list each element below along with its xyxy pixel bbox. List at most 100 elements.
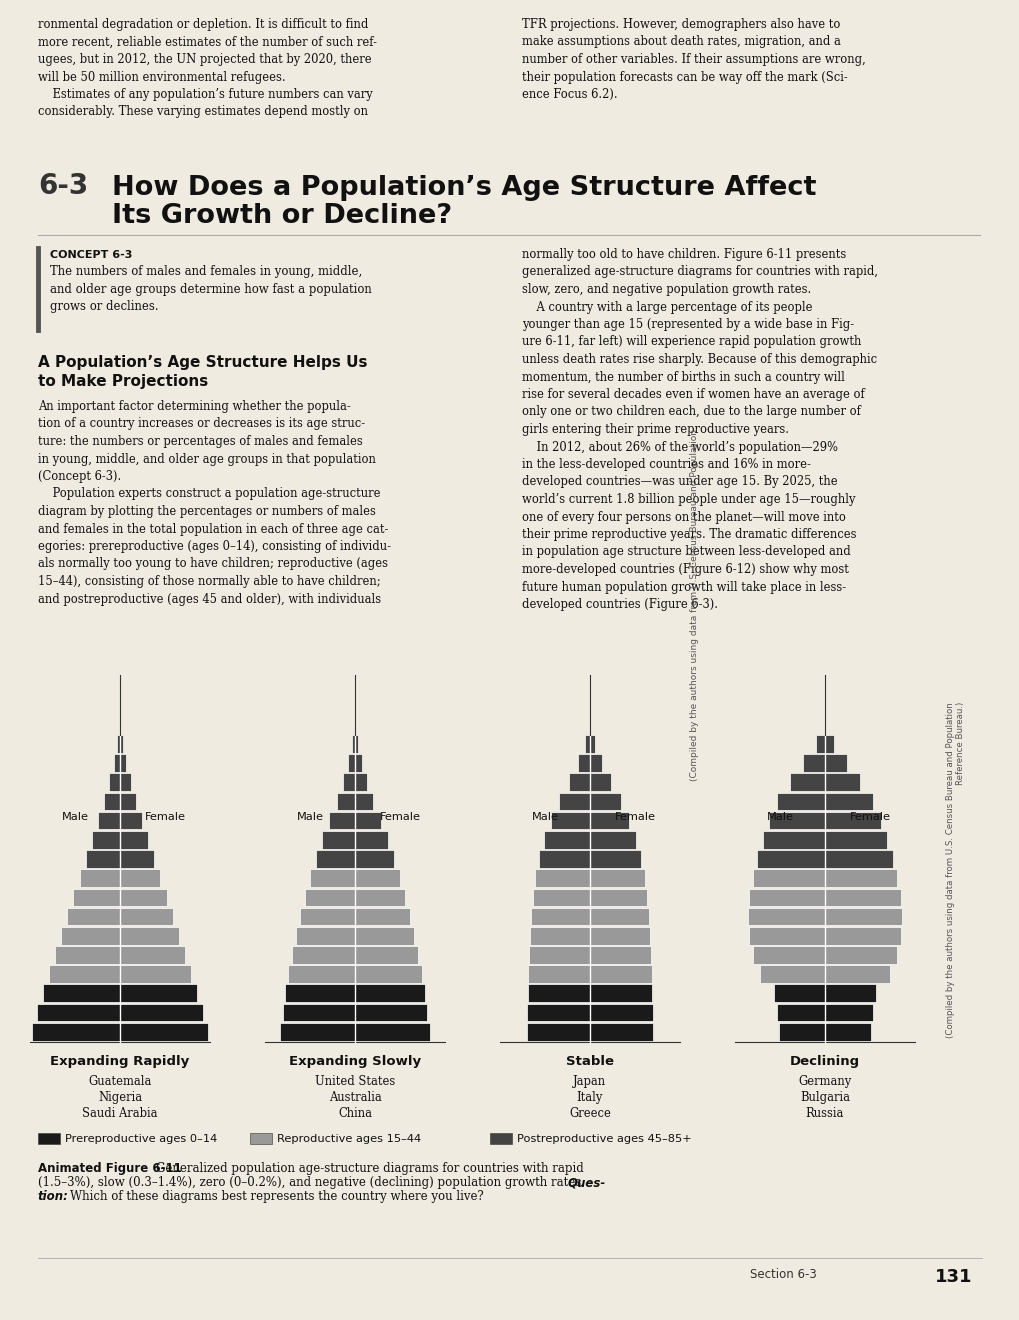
Bar — [824, 850, 892, 867]
Bar — [756, 850, 824, 867]
Bar — [589, 870, 644, 887]
Text: TFR projections. However, demographers also have to
make assumptions about death: TFR projections. However, demographers a… — [522, 18, 865, 102]
Bar — [355, 774, 367, 791]
Bar — [61, 927, 120, 945]
Text: Expanding Slowly: Expanding Slowly — [288, 1055, 421, 1068]
Text: Expanding Rapidly: Expanding Rapidly — [50, 1055, 190, 1068]
Bar — [538, 850, 589, 867]
Bar — [824, 1023, 870, 1040]
Text: Female: Female — [849, 812, 890, 822]
Bar — [305, 888, 355, 907]
Bar — [824, 908, 901, 925]
Bar — [773, 985, 824, 1002]
Bar — [86, 850, 120, 867]
Text: Stable: Stable — [566, 1055, 613, 1068]
Bar — [762, 830, 824, 849]
Text: 6-3: 6-3 — [38, 172, 89, 201]
Bar — [577, 754, 589, 772]
Text: Female: Female — [613, 812, 655, 822]
Bar — [589, 830, 635, 849]
Bar — [589, 946, 650, 964]
Bar — [749, 927, 824, 945]
Bar — [120, 965, 192, 983]
Text: (Compiled by the authors using data from U.S. Census Bureau and Population: (Compiled by the authors using data from… — [689, 429, 698, 781]
Bar — [287, 965, 355, 983]
Bar — [329, 812, 355, 829]
Text: Postreproductive ages 45–85+: Postreproductive ages 45–85+ — [517, 1134, 691, 1144]
Bar — [355, 812, 380, 829]
Bar — [589, 735, 595, 752]
Text: Nigeria: Nigeria — [98, 1092, 142, 1104]
Bar — [355, 870, 399, 887]
Bar — [550, 812, 589, 829]
Bar — [532, 888, 589, 907]
Bar — [824, 735, 833, 752]
Text: Section 6-3: Section 6-3 — [749, 1269, 816, 1280]
Text: Reproductive ages 15–44: Reproductive ages 15–44 — [277, 1134, 421, 1144]
Bar — [355, 754, 362, 772]
Bar — [322, 830, 355, 849]
Bar — [32, 1023, 120, 1040]
Bar — [589, 965, 651, 983]
Bar — [43, 985, 120, 1002]
Bar — [824, 812, 880, 829]
Text: Prereproductive ages 0–14: Prereproductive ages 0–14 — [65, 1134, 217, 1144]
Bar — [776, 792, 824, 810]
Text: An important factor determining whether the popula-
tion of a country increases : An important factor determining whether … — [38, 400, 390, 606]
Text: 131: 131 — [934, 1269, 971, 1286]
Bar — [528, 965, 589, 983]
Bar — [114, 754, 120, 772]
Text: Female: Female — [379, 812, 420, 822]
Text: China: China — [337, 1107, 372, 1119]
Bar — [316, 850, 355, 867]
Bar — [355, 1003, 427, 1022]
Text: (1.5–3%), slow (0.3–1.4%), zero (0–0.2%), and negative (declining) population gr: (1.5–3%), slow (0.3–1.4%), zero (0–0.2%)… — [38, 1176, 588, 1189]
Bar — [589, 774, 610, 791]
Text: to Make Projections: to Make Projections — [38, 374, 208, 389]
Bar — [759, 965, 824, 983]
Bar — [589, 792, 621, 810]
Bar — [120, 908, 172, 925]
Bar — [752, 946, 824, 964]
Bar — [355, 1023, 429, 1040]
Bar — [589, 908, 648, 925]
Text: Australia: Australia — [328, 1092, 381, 1104]
Bar — [355, 792, 373, 810]
Bar — [824, 792, 871, 810]
Text: Declining: Declining — [789, 1055, 859, 1068]
Bar — [336, 792, 355, 810]
Text: Ques-: Ques- — [568, 1176, 605, 1189]
Bar — [347, 754, 355, 772]
Bar — [589, 888, 647, 907]
Bar — [120, 830, 148, 849]
Text: tion:: tion: — [38, 1191, 69, 1203]
Text: CONCEPT 6-3: CONCEPT 6-3 — [50, 249, 132, 260]
Text: Which of these diagrams best represents the country where you live?: Which of these diagrams best represents … — [70, 1191, 483, 1203]
Bar — [589, 1003, 653, 1022]
Text: ronmental degradation or depletion. It is difficult to find
more recent, reliabl: ronmental degradation or depletion. It i… — [38, 18, 377, 119]
Bar — [296, 927, 355, 945]
Bar — [355, 985, 424, 1002]
Bar — [92, 830, 120, 849]
Text: normally too old to have children. Figure 6-11 presents
generalized age-structur: normally too old to have children. Figur… — [522, 248, 877, 611]
Bar — [250, 1133, 272, 1144]
Text: (Compiled by the authors using data from U.S. Census Bureau and Population
Refer: (Compiled by the authors using data from… — [945, 702, 964, 1038]
Bar — [779, 1023, 824, 1040]
Bar — [802, 754, 824, 772]
Text: Japan: Japan — [573, 1074, 606, 1088]
Bar — [109, 774, 120, 791]
Text: Greece: Greece — [569, 1107, 610, 1119]
Bar — [120, 1023, 208, 1040]
Bar — [79, 870, 120, 887]
Text: Its Growth or Decline?: Its Growth or Decline? — [112, 203, 451, 228]
Bar — [120, 850, 154, 867]
Bar — [355, 908, 410, 925]
Bar — [589, 754, 602, 772]
Text: Germany: Germany — [798, 1074, 851, 1088]
Bar — [355, 830, 387, 849]
Bar — [73, 888, 120, 907]
Text: Male: Male — [531, 812, 558, 822]
Bar — [589, 812, 628, 829]
Bar — [489, 1133, 512, 1144]
Bar — [589, 1023, 653, 1040]
